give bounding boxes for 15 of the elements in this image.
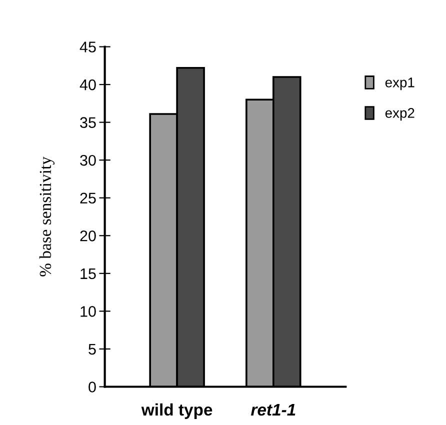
- y-tick-label: 35: [80, 117, 96, 128]
- x-tick-label: wild type: [141, 403, 212, 419]
- y-tick-label: 0: [88, 382, 96, 392]
- x-tick-label: ret1-1: [250, 404, 296, 416]
- y-tick-label: 25: [80, 192, 96, 204]
- y-tick-label: 15: [80, 268, 96, 280]
- y-tick-label: 5: [88, 344, 96, 355]
- y-tick-label: 20: [80, 230, 96, 242]
- legend-label: exp1: [385, 78, 414, 90]
- y-axis-title: % base sensitivity: [39, 156, 54, 276]
- y-tick-label: 10: [80, 306, 96, 317]
- y-tick-label: 45: [80, 42, 96, 52]
- y-tick-label: 40: [80, 79, 96, 90]
- y-tick-label: 30: [80, 154, 96, 166]
- legend-label: exp2: [385, 108, 414, 121]
